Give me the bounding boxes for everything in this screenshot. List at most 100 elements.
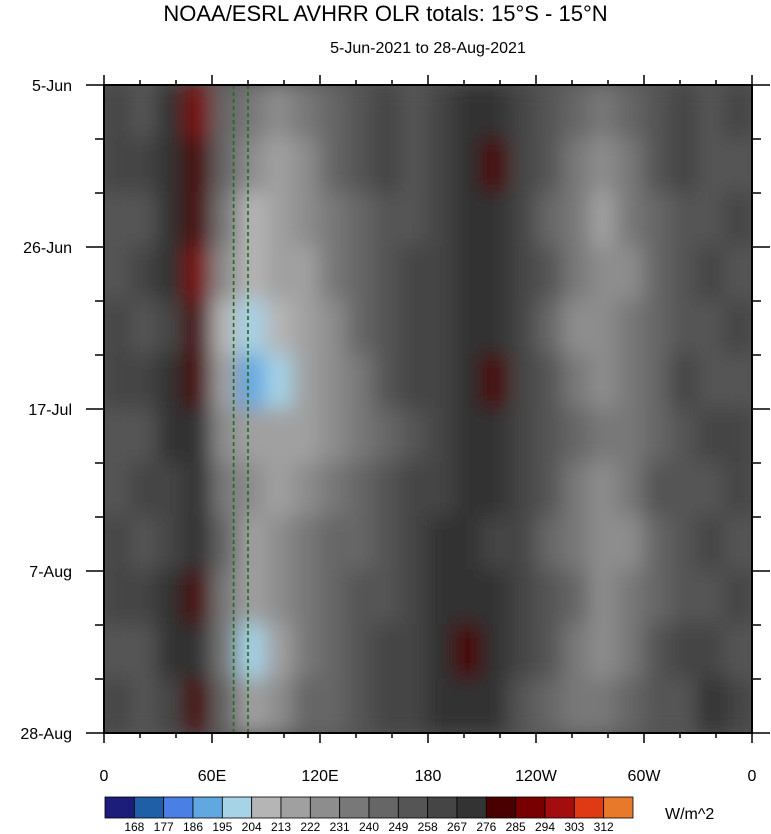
olr-cell (481, 192, 510, 248)
olr-cell (481, 516, 510, 572)
olr-cell (427, 85, 456, 140)
colorbar-swatch (603, 796, 634, 819)
olr-cell (319, 570, 348, 626)
olr-cell (400, 408, 429, 464)
colorbar-swatch (515, 796, 546, 819)
olr-cell (724, 408, 752, 464)
olr-cell (670, 624, 699, 680)
olr-cell (697, 408, 726, 464)
olr-cell (292, 246, 321, 302)
olr-cell (616, 624, 645, 680)
olr-cell (670, 570, 699, 626)
olr-cell (454, 570, 483, 626)
olr-cell (104, 570, 132, 626)
olr-cell (373, 408, 402, 464)
olr-cell (292, 678, 321, 733)
olr-cell (400, 192, 429, 248)
olr-cell (319, 354, 348, 410)
chart-subtitle: 5-Jun-2021 to 28-Aug-2021 (330, 40, 526, 57)
colorbar-swatch (368, 796, 399, 819)
olr-cell (454, 192, 483, 248)
olr-cell (481, 246, 510, 302)
olr-cell (481, 354, 510, 410)
colorbar-swatch (339, 796, 370, 819)
olr-cell (670, 678, 699, 733)
colorbar-label: 285 (506, 820, 526, 834)
olr-cell (697, 138, 726, 194)
olr-cell (589, 624, 618, 680)
olr-cell (589, 516, 618, 572)
olr-cell (508, 192, 537, 248)
olr-cell (697, 354, 726, 410)
chart-title: NOAA/ESRL AVHRR OLR totals: 15°S - 15°N (163, 1, 608, 26)
olr-cell (454, 354, 483, 410)
olr-cell (238, 408, 267, 464)
olr-cell (184, 678, 213, 733)
olr-cell (562, 516, 591, 572)
olr-cell (616, 408, 645, 464)
olr-cell (724, 138, 752, 194)
colorbar-swatch (192, 796, 223, 819)
olr-cell (373, 246, 402, 302)
olr-cell (724, 516, 752, 572)
olr-cell (562, 624, 591, 680)
olr-cell (427, 138, 456, 194)
olr-cell (238, 300, 267, 356)
olr-cell (535, 462, 564, 518)
olr-cell (157, 516, 186, 572)
y-tick-label: 17-Jul (28, 402, 72, 419)
olr-cell (724, 462, 752, 518)
olr-cell (535, 516, 564, 572)
olr-cell (238, 462, 267, 518)
olr-cell (346, 516, 375, 572)
olr-cell (292, 192, 321, 248)
olr-cell (454, 408, 483, 464)
olr-cell (697, 678, 726, 733)
colorbar-label: 276 (476, 820, 496, 834)
olr-cell (643, 462, 672, 518)
olr-cell (454, 462, 483, 518)
olr-cell (535, 570, 564, 626)
olr-cell (454, 138, 483, 194)
olr-cell (157, 85, 186, 140)
olr-cell (508, 138, 537, 194)
olr-cell (481, 85, 510, 140)
olr-cell (535, 85, 564, 140)
olr-cell (589, 354, 618, 410)
olr-cell (238, 624, 267, 680)
olr-cell (130, 408, 159, 464)
olr-cell (292, 462, 321, 518)
olr-cell (104, 624, 132, 680)
olr-cell (184, 138, 213, 194)
olr-cell (481, 408, 510, 464)
olr-cell (508, 85, 537, 140)
colorbar-swatch (573, 796, 605, 819)
olr-cell (508, 462, 537, 518)
olr-cell (211, 516, 240, 572)
olr-cell (319, 192, 348, 248)
olr-cell (508, 300, 537, 356)
olr-cell (670, 462, 699, 518)
olr-cell (265, 300, 294, 356)
olr-cell (427, 624, 456, 680)
olr-cell (562, 354, 591, 410)
olr-cell (184, 354, 213, 410)
olr-cell (589, 462, 618, 518)
colorbar-label: 303 (564, 820, 584, 834)
olr-cell (589, 246, 618, 302)
olr-cell (184, 516, 213, 572)
olr-cell (130, 192, 159, 248)
olr-cell (130, 624, 159, 680)
colorbar-label: 168 (124, 820, 144, 834)
olr-cell (589, 300, 618, 356)
colorbar-label: 312 (594, 820, 614, 834)
colorbar-swatch (280, 796, 311, 819)
olr-cell (643, 192, 672, 248)
olr-cell (265, 408, 294, 464)
olr-cell (184, 246, 213, 302)
colorbar-swatch (133, 796, 165, 819)
olr-cell (346, 462, 375, 518)
olr-cell (130, 354, 159, 410)
olr-cell (535, 678, 564, 733)
